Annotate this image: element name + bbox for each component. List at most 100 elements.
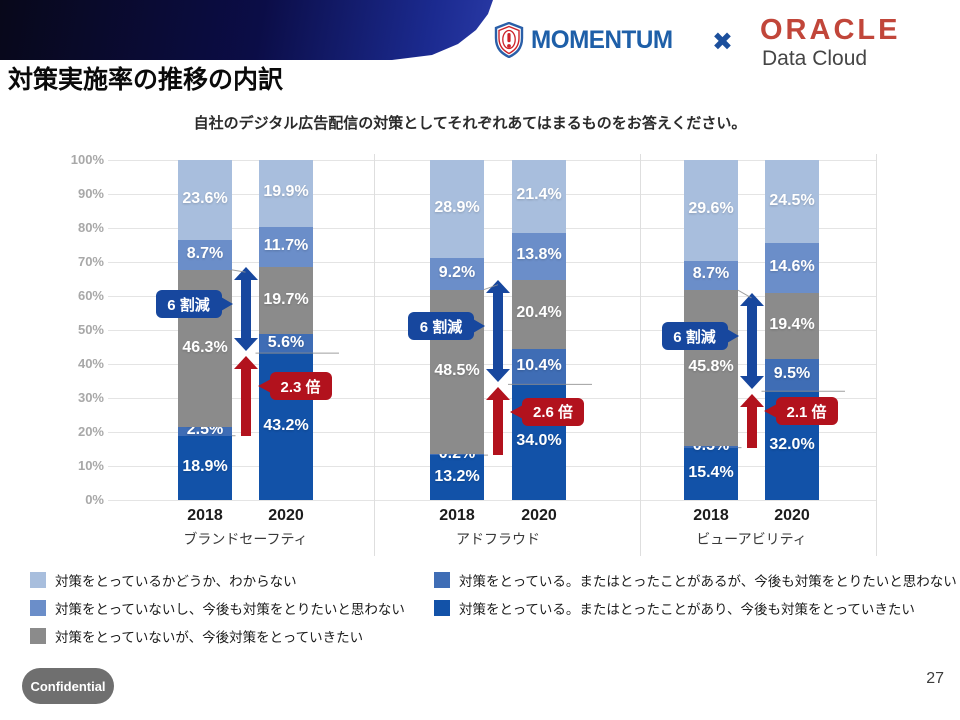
bar-segment	[684, 160, 738, 261]
decrease-badge: 6 割減	[661, 322, 739, 351]
bar-segment	[178, 427, 232, 436]
bar-segment	[684, 447, 738, 500]
oracle-datacloud-label: Data Cloud	[762, 47, 868, 70]
bar-segment	[765, 243, 819, 293]
bar-segment-label: 48.5%	[434, 361, 480, 379]
gridline	[108, 261, 876, 263]
increase-badge-pointer	[763, 404, 777, 419]
confidential-badge: Confidential	[22, 668, 114, 704]
group-label: ビューアビリティ	[696, 531, 807, 547]
bar-segment	[512, 160, 566, 233]
bar-segment	[684, 290, 738, 446]
page-title: 対策実施率の推移の内訳	[8, 66, 284, 94]
y-tick-label: 60%	[77, 288, 104, 303]
y-tick-label: 90%	[77, 186, 104, 201]
bar-segment	[512, 349, 566, 385]
decrease-badge: 6 割減	[408, 312, 485, 341]
bar-segment	[684, 260, 738, 291]
bar-segment-label: 15.4%	[688, 463, 734, 481]
bar-segment-label: 29.6%	[688, 200, 734, 218]
gridline	[108, 227, 876, 229]
arrow-shaft	[746, 303, 757, 379]
y-tick-label: 30%	[77, 390, 104, 405]
y-tick-label: 0%	[85, 492, 104, 507]
y-tick-label: 70%	[77, 254, 104, 269]
group-divider	[876, 154, 877, 556]
year-label: 2020	[268, 507, 304, 524]
page-number: 27	[926, 670, 944, 687]
bar-segment	[259, 227, 313, 268]
bar-segment	[765, 160, 819, 244]
decrease-arrow	[739, 292, 764, 390]
oracle-wordmark: ORACLE	[760, 14, 901, 46]
group-label: アドフラウド	[456, 531, 540, 547]
bar-segment-label: 46.3%	[182, 338, 228, 356]
bar-segment-label: 24.5%	[769, 191, 815, 209]
decrease-badge-pointer	[726, 329, 739, 344]
group-divider	[640, 154, 641, 556]
y-tick-label: 40%	[77, 356, 104, 371]
bar-segment-label: 8.7%	[186, 245, 224, 263]
decrease-badge-pointer	[473, 319, 485, 334]
gridline	[108, 159, 876, 161]
bar-segment	[259, 267, 313, 335]
group-divider	[374, 154, 375, 556]
momentum-wordmark: MOMENTUM	[531, 25, 673, 54]
gridline	[108, 431, 876, 433]
increase-badge: 2.1 倍	[763, 397, 838, 426]
year-label: 2018	[187, 507, 223, 524]
bar-segment-label: 19.7%	[263, 290, 309, 308]
increase-arrow	[739, 394, 764, 448]
bar-segment-label: 45.8%	[688, 358, 734, 376]
arrow-shaft	[493, 290, 503, 372]
bar-segment-label: 23.6%	[182, 190, 228, 208]
y-tick-label: 80%	[77, 220, 104, 235]
year-label: 2018	[439, 507, 475, 524]
bar-segment-label: 19.9%	[263, 183, 309, 201]
bar-segment	[178, 240, 232, 270]
year-label: 2018	[693, 507, 729, 524]
bar-segment-label: 20.4%	[516, 304, 562, 322]
decrease-badge-pointer	[220, 297, 233, 312]
bar-segment	[259, 334, 313, 354]
bar-segment	[178, 435, 232, 500]
arrow-shaft	[746, 405, 757, 448]
bar-segment	[430, 454, 484, 456]
arrow-shaft	[240, 367, 251, 436]
bar-segment	[259, 159, 313, 228]
bar-segment-label: 5.6%	[267, 333, 305, 351]
y-tick-label: 20%	[77, 424, 104, 439]
bar-segment-label: 32.0%	[769, 435, 815, 453]
bar-segment-label: 14.6%	[769, 258, 815, 276]
bar-segment	[512, 279, 566, 350]
increase-arrow	[486, 387, 510, 456]
year-label: 2020	[774, 507, 810, 524]
decrease-arrow	[486, 279, 510, 383]
decrease-badge: 6 割減	[155, 290, 233, 319]
arrow-head-up	[233, 356, 258, 370]
bar-segment-label: 9.5%	[773, 365, 811, 383]
gridline	[108, 295, 876, 297]
y-tick-label: 100%	[70, 152, 104, 167]
gridline	[108, 465, 876, 467]
bar-segment-label: 10.4%	[516, 356, 562, 374]
bar-segment-label: 19.4%	[769, 315, 815, 333]
bar-segment	[178, 160, 232, 241]
bar-segment-label: 28.9%	[434, 199, 480, 217]
increase-arrow	[233, 356, 258, 436]
bar-segment	[430, 455, 484, 500]
group-label: ブランドセーフティ	[183, 531, 308, 547]
arrow-shaft	[240, 278, 251, 341]
bar-segment	[512, 232, 566, 280]
bar-segment-label: 43.2%	[263, 416, 309, 434]
momentum-logo: MOMENTUM	[494, 22, 677, 58]
arrow-shaft	[493, 398, 503, 456]
bar-segment-label: 34.0%	[516, 432, 562, 450]
bar-segment-label: 13.8%	[516, 246, 562, 264]
bar-segment-label: 11.7%	[263, 237, 309, 255]
year-label: 2020	[521, 507, 557, 524]
increase-badge: 2.6 倍	[510, 397, 584, 426]
y-tick-label: 10%	[77, 458, 104, 473]
bar-segment	[765, 358, 819, 392]
